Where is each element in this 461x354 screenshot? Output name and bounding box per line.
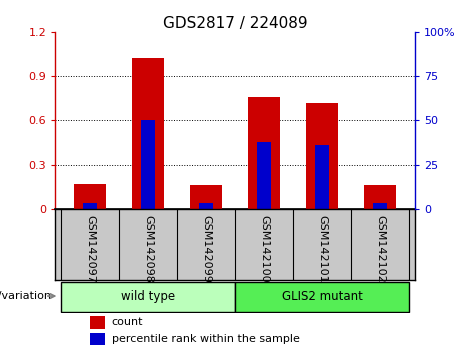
Bar [83,203,97,209]
Bar [257,142,272,209]
Text: GSM142102: GSM142102 [375,215,385,282]
Bar [90,332,105,345]
Text: GLIS2 mutant: GLIS2 mutant [282,290,362,303]
Bar [74,184,106,209]
Text: GSM142097: GSM142097 [85,215,95,282]
Text: GSM142101: GSM142101 [317,215,327,282]
Text: count: count [112,317,143,327]
Bar [190,185,222,209]
Bar [364,185,396,209]
Text: wild type: wild type [121,290,175,303]
Text: GSM142098: GSM142098 [143,215,153,282]
Text: percentile rank within the sample: percentile rank within the sample [112,334,300,344]
Bar [132,58,164,209]
Text: GSM142099: GSM142099 [201,215,211,282]
Bar [315,145,329,209]
Bar [199,203,213,209]
Bar [141,120,155,209]
Bar [61,282,235,312]
Text: genotype/variation: genotype/variation [0,291,52,301]
Bar [306,103,338,209]
Text: GSM142100: GSM142100 [259,215,269,282]
Title: GDS2817 / 224089: GDS2817 / 224089 [163,16,307,31]
Bar [90,316,105,329]
Bar [248,97,280,209]
Bar [373,203,387,209]
Bar [235,282,409,312]
